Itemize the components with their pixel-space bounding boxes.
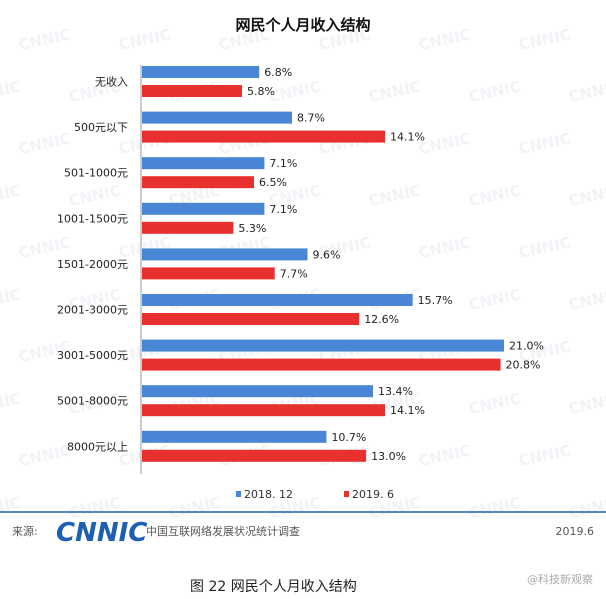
bar-2019 <box>142 358 501 371</box>
bar-2019 <box>142 449 367 462</box>
category-label: 3001-5000元 <box>57 349 128 362</box>
category-label: 500元以下 <box>74 121 128 134</box>
bar-2018 <box>142 430 327 443</box>
watermark-text: CNNIC <box>17 129 72 158</box>
category-labels: 无收入 500元以下 501-1000元 1001-1500元 1501-2000元 20… <box>57 75 128 454</box>
bar-2018 <box>142 66 260 78</box>
category-label: 5001-8000元 <box>57 395 128 408</box>
watermark-text: CNNIC <box>367 181 422 210</box>
value-label: 21.0% <box>509 340 544 353</box>
value-label: 6.8% <box>264 66 292 79</box>
watermark-text: CNNIC <box>517 233 572 262</box>
watermark-text: CNNIC <box>467 493 522 522</box>
value-label: 9.6% <box>312 248 340 261</box>
bar-2018 <box>142 385 373 398</box>
watermark-text: CNNIC <box>467 285 522 314</box>
category-label: 8000元以上 <box>67 440 128 453</box>
value-label: 14.1% <box>390 131 425 144</box>
watermark-text: CNNIC <box>567 493 606 522</box>
value-label: 12.6% <box>364 313 399 326</box>
watermark-text: CNNIC <box>567 77 606 106</box>
watermark-text: CNNIC <box>0 285 22 314</box>
value-label: 5.3% <box>238 222 266 235</box>
bar-2019 <box>142 313 360 325</box>
watermark-text: CNNIC <box>517 25 572 54</box>
watermark-text: CNNIC <box>0 389 22 418</box>
watermark-text: CNNIC <box>517 129 572 158</box>
value-label: 8.7% <box>297 112 325 125</box>
bar-2019 <box>142 221 234 234</box>
watermark-text: CNNIC <box>117 25 172 54</box>
value-label: 7.1% <box>269 157 297 170</box>
watermark-text: CNNIC <box>467 181 522 210</box>
bar-2018 <box>142 157 265 170</box>
watermark-text: CNNIC <box>17 25 72 54</box>
value-label: 7.1% <box>269 203 297 216</box>
watermark-text: CNNIC <box>517 441 572 470</box>
watermark-text: CNNIC <box>0 181 22 210</box>
category-label: 无收入 <box>95 75 128 89</box>
watermark-text: CNNIC <box>267 77 322 106</box>
watermark-text: CNNIC <box>417 25 472 54</box>
value-label: 7.7% <box>280 267 308 280</box>
cnnic-logo: CNNIC <box>56 518 147 548</box>
watermark-text: CNNIC <box>467 77 522 106</box>
bar-2018 <box>142 111 292 124</box>
value-label: 13.4% <box>378 385 413 398</box>
bar-2019 <box>142 176 255 189</box>
figure-caption: 图 22 网民个人月收入结构 <box>190 579 357 595</box>
value-label: 15.7% <box>418 294 453 307</box>
value-label: 6.5% <box>259 176 287 189</box>
value-label: 14.1% <box>390 404 425 417</box>
legend-swatch-2018 <box>236 491 241 497</box>
watermark-text: CNNIC <box>567 285 606 314</box>
watermark-text: CNNIC <box>417 441 472 470</box>
category-label: 2001-3000元 <box>57 304 128 317</box>
report-date: 2019.6 <box>556 525 595 538</box>
category-label: 501-1000元 <box>64 167 128 180</box>
category-label: 1001-1500元 <box>57 212 128 225</box>
watermark-text: CNNIC <box>417 233 472 262</box>
bar-2018 <box>142 202 265 215</box>
legend: 2018. 12 2019. 6 <box>236 488 394 501</box>
legend-swatch-2019 <box>344 491 349 497</box>
bar-2019 <box>142 404 386 417</box>
watermark-text: CNNIC <box>367 77 422 106</box>
legend-item-2018: 2018. 12 <box>236 488 293 501</box>
watermark-text: CNNIC <box>0 493 22 522</box>
value-labels: 6.8%5.8%8.7%14.1%7.1%6.5%7.1%5.3%9.6%7.7… <box>238 66 544 463</box>
watermark-text: CNNIC <box>567 389 606 418</box>
bar-2019 <box>142 267 275 280</box>
watermark-text: CNNIC <box>417 129 472 158</box>
value-label: 20.8% <box>506 359 541 372</box>
legend-item-2019: 2019. 6 <box>344 488 394 501</box>
legend-label-2018: 2018. 12 <box>244 488 293 501</box>
value-label: 5.8% <box>247 85 275 98</box>
org-name: 中国互联网络发展状况统计调查 <box>146 524 300 538</box>
bar-2019 <box>142 85 242 97</box>
watermark-text: CNNIC <box>0 77 22 106</box>
value-label: 13.0% <box>371 450 406 463</box>
chart-title: 网民个人月收入结构 <box>235 16 370 34</box>
watermark-text: CNNIC <box>567 181 606 210</box>
bar-layer <box>142 66 504 462</box>
value-label: 10.7% <box>331 431 366 444</box>
watermark-text: CNNIC <box>167 493 222 522</box>
legend-label-2019: 2019. 6 <box>352 488 394 501</box>
bar-2018 <box>142 339 504 352</box>
source-label: 来源: <box>12 524 38 538</box>
bar-2018 <box>142 248 308 261</box>
watermark-text: CNNIC <box>67 181 122 210</box>
watermark-text: CNNIC <box>17 441 72 470</box>
bar-2019 <box>142 130 386 143</box>
bar-2018 <box>142 294 413 306</box>
source-watermark: @科技新观察 <box>527 572 593 586</box>
category-label: 1501-2000元 <box>57 258 128 271</box>
watermark-text: CNNIC <box>467 389 522 418</box>
